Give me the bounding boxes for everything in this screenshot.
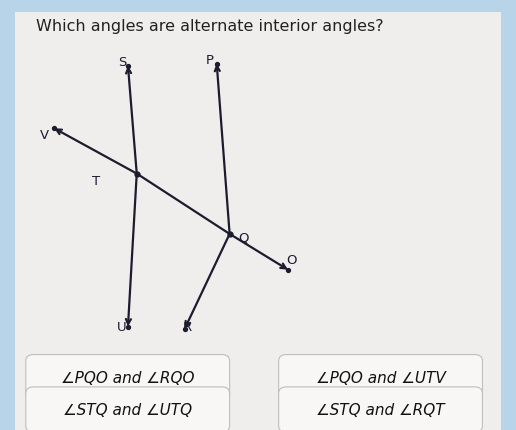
Text: U: U bbox=[117, 320, 126, 333]
Text: P: P bbox=[206, 54, 214, 67]
Text: O: O bbox=[286, 254, 297, 267]
Text: S: S bbox=[118, 56, 126, 69]
Text: ∠STQ and ∠RQT: ∠STQ and ∠RQT bbox=[316, 402, 445, 417]
Text: ∠PQO and ∠UTV: ∠PQO and ∠UTV bbox=[316, 370, 445, 385]
Text: V: V bbox=[40, 129, 49, 142]
FancyBboxPatch shape bbox=[279, 355, 482, 400]
FancyBboxPatch shape bbox=[26, 355, 230, 400]
FancyBboxPatch shape bbox=[279, 387, 482, 430]
FancyBboxPatch shape bbox=[26, 387, 230, 430]
Text: ∠PQO and ∠RQO: ∠PQO and ∠RQO bbox=[61, 370, 195, 385]
Text: Q: Q bbox=[238, 231, 249, 244]
Text: T: T bbox=[92, 174, 101, 187]
Text: Which angles are alternate interior angles?: Which angles are alternate interior angl… bbox=[36, 19, 384, 34]
Text: R: R bbox=[183, 320, 192, 333]
Text: ∠STQ and ∠UTQ: ∠STQ and ∠UTQ bbox=[63, 402, 192, 417]
